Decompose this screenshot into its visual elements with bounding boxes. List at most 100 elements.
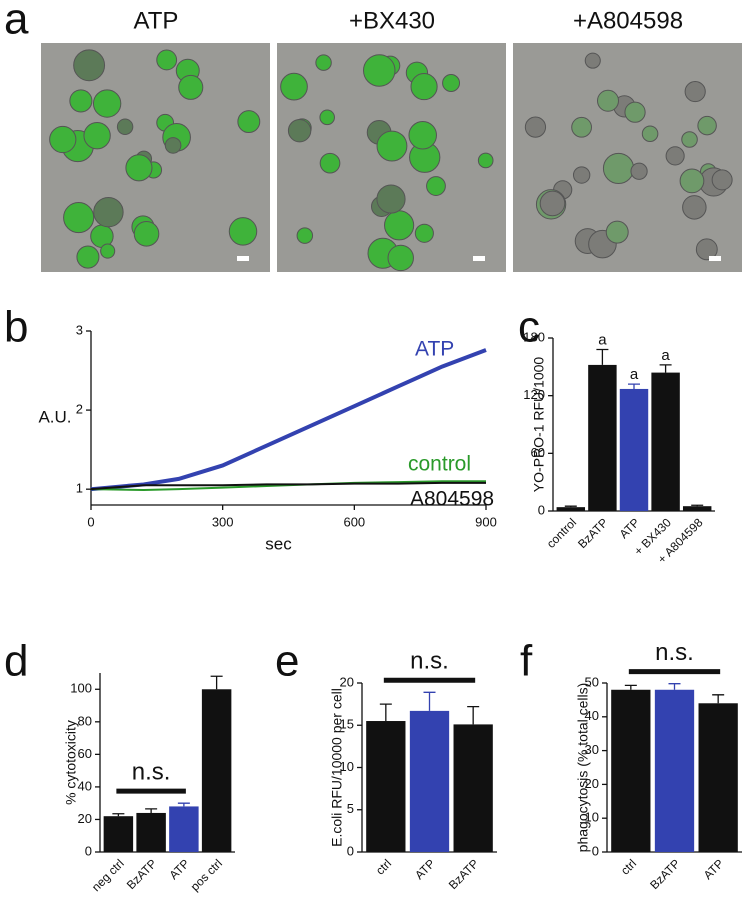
- error-bar: [112, 813, 125, 817]
- bar: [103, 816, 134, 852]
- bar: [556, 507, 586, 511]
- bar: [453, 724, 493, 852]
- y-tick-label: 20: [585, 776, 599, 791]
- x-tick-label: BzATP: [446, 856, 482, 892]
- series-label: A804598: [410, 488, 494, 511]
- cell: [319, 109, 335, 126]
- x-tick-label: BzATP: [575, 515, 611, 551]
- cell: [116, 118, 134, 135]
- y-tick-label: 80: [78, 713, 92, 728]
- image-title: ATP: [134, 7, 179, 34]
- error-bar: [691, 504, 704, 507]
- cell: [426, 176, 446, 196]
- x-tick-label: ATP: [617, 515, 643, 541]
- series-label: control: [408, 453, 471, 476]
- bar: [682, 506, 712, 511]
- scale-bar: [237, 256, 249, 261]
- y-tick-label: 50: [585, 674, 599, 689]
- error-bar: [564, 505, 577, 508]
- x-tick-label: 300: [212, 514, 234, 529]
- y-axis-label: E.coli RFU/10000 per cell: [329, 688, 345, 847]
- cell: [630, 162, 648, 180]
- error-bar: [596, 348, 609, 365]
- x-tick-label: BzATP: [647, 856, 683, 892]
- y-tick-label: 120: [523, 387, 545, 402]
- error-bar: [659, 364, 672, 373]
- cell: [584, 52, 601, 69]
- cell: [697, 115, 717, 136]
- y-axis-label: phagocytosis (% total cells): [575, 683, 591, 853]
- cell: [410, 73, 438, 101]
- cell: [572, 166, 591, 184]
- cell: [376, 184, 406, 214]
- cell: [684, 80, 706, 103]
- y-tick-label: 15: [340, 717, 354, 732]
- x-tick-label: ctrl: [373, 856, 394, 877]
- cell: [164, 137, 182, 154]
- y-tick-label: 20: [78, 811, 92, 826]
- bar: [651, 372, 680, 511]
- y-axis-label: YO-PRO-1 RFU/1000: [531, 357, 547, 493]
- panel-label: b: [4, 303, 28, 352]
- cell: [63, 202, 95, 234]
- panel-label: a: [4, 0, 29, 44]
- significance-label: n.s.: [655, 639, 694, 666]
- cell: [408, 120, 437, 150]
- error-bar: [668, 683, 681, 690]
- cell: [319, 152, 341, 174]
- cell: [695, 238, 718, 261]
- error-bar: [145, 808, 158, 813]
- x-tick-label: 0: [87, 514, 94, 529]
- y-tick-label: 60: [531, 445, 545, 460]
- panel-label: e: [275, 637, 299, 686]
- series-label: ATP: [415, 338, 454, 361]
- x-tick-label: BzATP: [124, 856, 160, 892]
- y-tick-label: 0: [538, 502, 545, 517]
- error-bar: [210, 675, 223, 690]
- series-line: [90, 481, 486, 491]
- cell: [679, 168, 705, 194]
- image-title: +BX430: [349, 7, 435, 34]
- panel-label: f: [520, 637, 533, 686]
- significance-label: a: [661, 347, 670, 364]
- scale-bar: [473, 256, 485, 261]
- cell: [387, 244, 414, 272]
- series-line: [90, 348, 487, 492]
- panel-label: d: [4, 637, 28, 686]
- cell: [711, 169, 733, 191]
- y-tick-label: 180: [523, 329, 545, 344]
- x-tick-label: ATP: [701, 856, 727, 882]
- x-axis-label: sec: [265, 534, 292, 553]
- y-tick-label: 10: [585, 810, 599, 825]
- bar: [611, 689, 651, 852]
- error-bar: [177, 802, 190, 807]
- bar: [619, 388, 649, 511]
- bar: [409, 710, 450, 852]
- x-tick-label: 900: [475, 514, 497, 529]
- cell: [384, 210, 415, 241]
- y-tick-label: 5: [347, 801, 354, 816]
- x-tick-label: control: [544, 515, 579, 550]
- y-tick-label: 40: [78, 778, 92, 793]
- cell: [442, 74, 461, 92]
- panel-label: c: [518, 303, 540, 352]
- y-tick-label: 0: [592, 843, 599, 858]
- cell: [641, 125, 659, 143]
- y-tick-label: 10: [340, 759, 354, 774]
- y-tick-label: 40: [585, 708, 599, 723]
- x-tick-label: 600: [343, 514, 365, 529]
- cell: [602, 152, 635, 185]
- y-tick-label: 20: [340, 674, 354, 689]
- cell: [237, 110, 261, 134]
- cell: [280, 72, 308, 101]
- cell: [133, 221, 160, 247]
- x-tick-label: ATP: [166, 856, 192, 882]
- y-tick-label: 60: [78, 746, 92, 761]
- bar: [698, 703, 738, 852]
- error-bar: [379, 703, 392, 722]
- cell: [92, 89, 122, 118]
- significance-label: a: [598, 332, 607, 349]
- significance-label: n.s.: [132, 759, 171, 786]
- bar: [169, 806, 199, 852]
